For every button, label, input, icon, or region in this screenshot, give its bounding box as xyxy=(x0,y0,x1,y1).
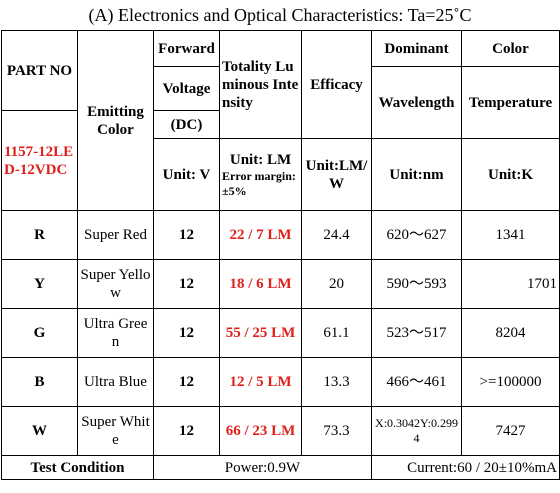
table-cell: 22 / 7 LM xyxy=(219,210,302,260)
header-cell: Forward xyxy=(153,30,220,67)
table-cell: Ultra Green xyxy=(77,308,154,358)
table-cell: 523～517 xyxy=(371,308,462,358)
table-cell: X:0.3042Y:0.2994 xyxy=(371,406,462,456)
header-cell: Temperature xyxy=(461,66,560,139)
table-cell: Ultra Blue xyxy=(77,357,154,407)
table-cell: 12 xyxy=(153,259,220,309)
table-cell: 20 xyxy=(301,259,372,309)
table-row: W Super White 12 66 / 23 LM 73.3 X:0.3042Y:0.… xyxy=(1,406,560,456)
header-cell: Totality Luminous Intensity xyxy=(219,30,302,139)
table-cell: G xyxy=(1,308,78,358)
table-cell: 12 / 5 LM xyxy=(219,357,302,407)
table-cell: 12 xyxy=(153,308,220,358)
table-cell: 590～593 xyxy=(371,259,462,309)
table-cell: 18 / 6 LM xyxy=(219,259,302,309)
table-cell: 66 / 23 LM xyxy=(219,406,302,456)
part-number: 1157-12LED-12VDC xyxy=(1,110,78,211)
table-cell: Power:0.9W xyxy=(153,455,372,480)
table-cell: Super Yellow xyxy=(77,259,154,309)
table-cell: R xyxy=(1,210,78,260)
table-cell: 8204 xyxy=(461,308,560,358)
header-cell: PART NO xyxy=(1,30,78,111)
table-cell: Test Condition xyxy=(1,455,154,480)
table-cell: 73.3 xyxy=(301,406,372,456)
header-cell: Efficacy xyxy=(301,30,372,139)
table-cell: 7427 xyxy=(461,406,560,456)
table-cell: B xyxy=(1,357,78,407)
table-cell: >=100000 xyxy=(461,357,560,407)
header-cell: Wavelength xyxy=(371,66,462,139)
table-cell: 1341 xyxy=(461,210,560,260)
unit-cell: Unit: LM Error margin:±5% xyxy=(219,138,302,211)
table-cell: W xyxy=(1,406,78,456)
header-cell: Dominant xyxy=(371,30,462,67)
title: (A) Electronics and Optical Characterist… xyxy=(88,5,472,25)
header-cell: Voltage xyxy=(153,66,220,111)
table-row: B Ultra Blue 12 12 / 5 LM 13.3 466～461 >=10000… xyxy=(1,357,560,407)
table-cell: Super Red xyxy=(77,210,154,260)
table-cell: 24.4 xyxy=(301,210,372,260)
table-cell: 620～627 xyxy=(371,210,462,260)
unit-cell: Unit: V xyxy=(153,138,220,211)
table-cell: 12 xyxy=(153,357,220,407)
table-row: G Ultra Green 12 55 / 25 LM 61.1 523～517 8204 xyxy=(1,308,560,358)
header-cell: (DC) xyxy=(153,110,220,139)
table-cell: 466～461 xyxy=(371,357,462,407)
table-cell: 55 / 25 LM xyxy=(219,308,302,358)
error-margin: Error margin:±5% xyxy=(222,168,296,198)
header-cell: Color xyxy=(461,30,560,67)
unit-cell: Unit:K xyxy=(461,138,560,211)
table-cell: 12 xyxy=(153,406,220,456)
table-cell: 12 xyxy=(153,210,220,260)
table-row: R Super Red 12 22 / 7 LM 24.4 620～627 1341 xyxy=(1,210,560,260)
table-cell: Current:60 / 20±10%mA xyxy=(371,455,560,480)
unit-cell: Unit:nm xyxy=(371,138,462,211)
table-cell: 1701 xyxy=(461,259,560,309)
footer-row: Test Condition Power:0.9W Current:60 / 20±… xyxy=(1,455,560,480)
spec-table: PART NO Emitting Color Forward Totality … xyxy=(1,30,560,480)
unit: Unit: LM xyxy=(229,151,292,168)
table-cell: 61.1 xyxy=(301,308,372,358)
header-cell: Emitting Color xyxy=(77,30,154,211)
table-cell: 13.3 xyxy=(301,357,372,407)
table-cell: Super White xyxy=(77,406,154,456)
table-cell: Y xyxy=(1,259,78,309)
table-row: Y Super Yellow 12 18 / 6 LM 20 590～593 1701 xyxy=(1,259,560,309)
unit-cell: Unit:LM/W xyxy=(301,138,372,211)
